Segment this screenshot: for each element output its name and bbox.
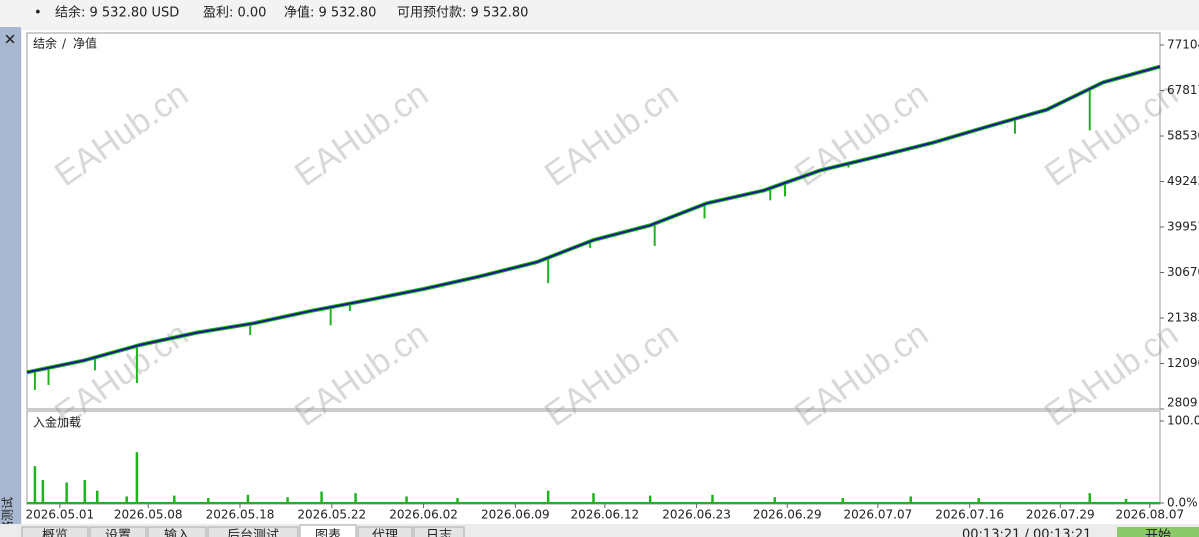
tab[interactable]: 后台测试: [227, 529, 279, 537]
x-tick-label: 2026.07.29: [1026, 508, 1095, 522]
status-balance: 结余: 9 532.80 USD: [55, 5, 179, 21]
x-tick-label: 2026.07.16: [935, 508, 1004, 522]
timer: 00:13:21 / 00:13:21: [962, 528, 1091, 537]
status-bullet: •: [34, 6, 42, 21]
y-tick-label: 58530: [1167, 129, 1199, 143]
y-tick-label: 39957: [1167, 220, 1199, 234]
start-button-bg[interactable]: [1117, 527, 1199, 537]
tab-bg[interactable]: [89, 526, 147, 537]
status-profit: 盈利: 0.00: [203, 6, 266, 21]
legend-separator: /: [62, 37, 67, 51]
side-panel: [0, 27, 21, 537]
y-tick-label: 49243: [1167, 174, 1199, 188]
y-tick-label: 2809: [1167, 396, 1198, 410]
status-bar: [0, 0, 1199, 27]
x-tick-label: 2026.06.02: [389, 508, 458, 522]
tab-bg[interactable]: [299, 524, 357, 537]
legend-equity: 净值: [73, 36, 97, 51]
tab-bg[interactable]: [357, 526, 413, 537]
y-tick-label: 0.0%: [1167, 496, 1198, 510]
x-tick-label: 2026.06.12: [570, 508, 639, 522]
close-button[interactable]: ✕: [4, 31, 17, 49]
tab[interactable]: 代理: [372, 529, 398, 537]
legend-balance: 结余: [33, 36, 57, 51]
tabs: 概览 设置 输入 后台测试 图表 代理 日志: [21, 524, 465, 537]
x-tick-label: 2026.08.07: [1115, 508, 1184, 522]
tab[interactable]: 图表: [315, 529, 341, 537]
chart-area: [22, 30, 1199, 524]
tab[interactable]: 输入: [164, 528, 190, 537]
y-tick-label: 30670: [1167, 265, 1199, 279]
tab-bg[interactable]: [21, 526, 89, 537]
y-tick-label: 12096: [1167, 356, 1199, 370]
tab[interactable]: 设置: [105, 529, 131, 537]
status-free-margin: 可用预付款: 9 532.80: [397, 6, 528, 21]
start-button[interactable]: 开始: [1145, 529, 1171, 537]
tab-bg[interactable]: [147, 526, 207, 537]
tab-bg[interactable]: [413, 526, 465, 537]
status-equity: 净值: 9 532.80: [284, 5, 376, 21]
x-tick-label: 2026.07.07: [844, 508, 913, 522]
tab[interactable]: 概览: [42, 528, 68, 537]
main-plot-frame: [26, 32, 1161, 410]
balance-line: [26, 65, 1161, 374]
x-tick-label: 2026.06.23: [662, 508, 731, 522]
load-title: 入金加载: [33, 415, 81, 430]
tab[interactable]: 日志: [426, 529, 452, 537]
x-tick-label: 2026.06.09: [481, 508, 550, 522]
x-tick-label: 2026.05.22: [297, 508, 366, 522]
x-tick-label: 2026.06.29: [753, 508, 822, 522]
y-tick-label: 100.0%: [1167, 414, 1199, 428]
tab-bg[interactable]: [207, 526, 299, 537]
x-tick-label: 2026.05.18: [206, 508, 275, 522]
y-tick-label: 77104: [1167, 38, 1199, 52]
x-tick-label: 2026.05.08: [114, 508, 183, 522]
x-tick-label: 2026.05.01: [25, 508, 94, 522]
